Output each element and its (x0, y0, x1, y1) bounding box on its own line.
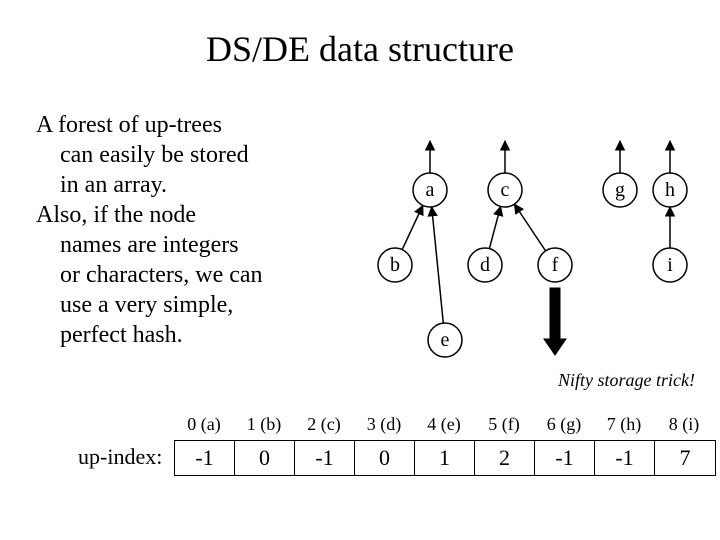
array-cell: -1 (535, 441, 595, 475)
array-cell: -1 (295, 441, 355, 475)
array-cell: -1 (175, 441, 235, 475)
index-cell: 0 (a) (174, 414, 234, 435)
index-cell: 2 (c) (294, 414, 354, 435)
index-cell: 5 (f) (474, 414, 534, 435)
body-line: or characters, we can (36, 260, 346, 290)
node-label-d: d (480, 254, 490, 276)
edge-d-c (489, 206, 500, 248)
body-line: in an array. (36, 170, 346, 200)
forest-diagram: a c g h b d f i e (350, 110, 710, 370)
index-cell: 4 (e) (414, 414, 474, 435)
body-line: A forest of up-trees (36, 110, 346, 140)
edge-e-a (432, 207, 444, 323)
array-index-row: 0 (a)1 (b)2 (c)3 (d)4 (e)5 (f)6 (g)7 (h)… (174, 414, 714, 435)
array-cell: 2 (475, 441, 535, 475)
node-label-i: i (667, 254, 673, 276)
body-line: Also, if the node (36, 200, 346, 230)
array-cell: -1 (595, 441, 655, 475)
node-label-f: f (552, 254, 559, 276)
node-label-g: g (615, 179, 625, 201)
array-cell: 0 (235, 441, 295, 475)
index-cell: 6 (g) (534, 414, 594, 435)
array-cell: 1 (415, 441, 475, 475)
array-cell: 7 (655, 441, 715, 475)
edge-f-c (514, 204, 545, 251)
body-line: can easily be stored (36, 140, 346, 170)
body-line: names are integers (36, 230, 346, 260)
body-line: use a very simple, (36, 290, 346, 320)
edge-b-a (402, 205, 423, 249)
index-cell: 1 (b) (234, 414, 294, 435)
thick-down-arrow (544, 288, 566, 355)
node-label-c: c (501, 179, 510, 201)
array-label: up-index: (78, 444, 162, 470)
index-cell: 8 (i) (654, 414, 714, 435)
body-line: perfect hash. (36, 320, 346, 350)
node-label-e: e (441, 329, 450, 351)
array-cell: 0 (355, 441, 415, 475)
index-cell: 3 (d) (354, 414, 414, 435)
storage-trick-caption: Nifty storage trick! (558, 370, 695, 391)
page-title: DS/DE data structure (0, 28, 720, 70)
node-label-b: b (390, 254, 400, 276)
body-paragraph: A forest of up-trees can easily be store… (36, 110, 346, 350)
node-label-a: a (426, 179, 435, 201)
node-label-h: h (665, 179, 675, 201)
up-index-array: -10-1012-1-17 (174, 440, 716, 476)
index-cell: 7 (h) (594, 414, 654, 435)
